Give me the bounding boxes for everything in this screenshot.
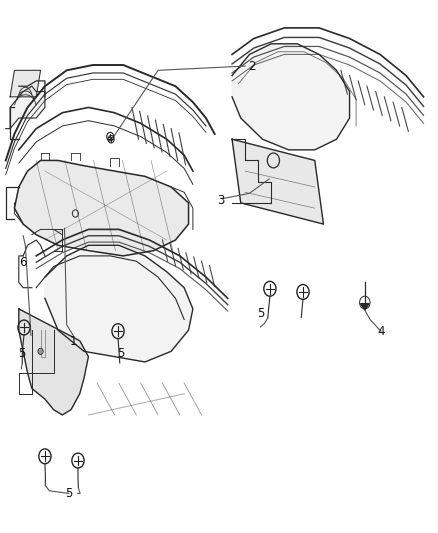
Text: 5: 5	[18, 348, 26, 360]
Text: 5: 5	[117, 348, 125, 360]
Polygon shape	[14, 160, 188, 256]
Text: 1: 1	[70, 335, 77, 348]
Polygon shape	[232, 44, 350, 150]
Polygon shape	[19, 309, 88, 415]
Polygon shape	[232, 139, 323, 224]
Circle shape	[38, 348, 43, 354]
Polygon shape	[6, 86, 45, 128]
Text: 6: 6	[19, 256, 27, 269]
Text: 4: 4	[377, 325, 385, 338]
Text: 3: 3	[218, 193, 225, 207]
Polygon shape	[45, 245, 193, 362]
Polygon shape	[360, 304, 369, 310]
Text: 5: 5	[257, 306, 264, 320]
Text: 2: 2	[248, 60, 255, 72]
Text: 5: 5	[65, 487, 73, 500]
Polygon shape	[10, 70, 41, 97]
